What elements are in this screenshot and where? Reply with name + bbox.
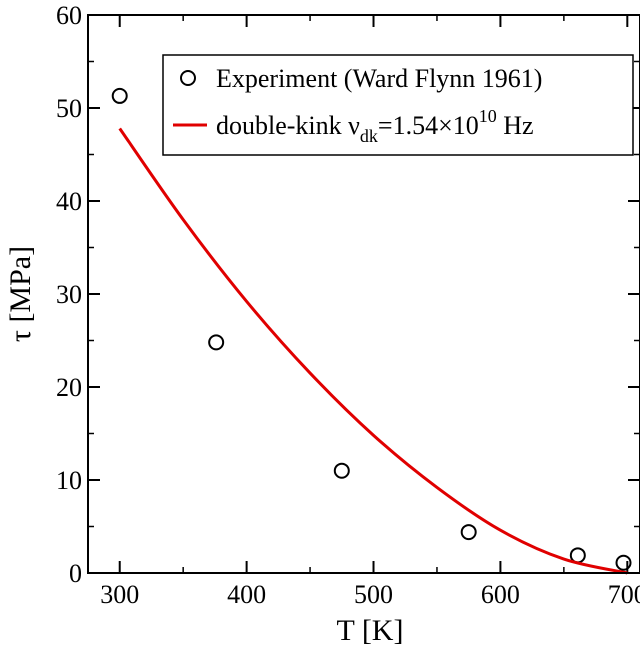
plot-frame bbox=[87, 14, 640, 574]
legend-box bbox=[162, 54, 634, 156]
legend-model-mid: =1.54×10 bbox=[378, 111, 479, 140]
data-point-experiment bbox=[111, 87, 128, 104]
y-axis-label: τ [MPa] bbox=[4, 246, 37, 342]
data-point-experiment bbox=[615, 554, 632, 571]
tick-labels: 300 400 500 600 700 0 10 20 30 40 50 60 bbox=[56, 1, 640, 609]
data-point-experiment bbox=[208, 334, 225, 351]
series-line-double-kink bbox=[118, 127, 628, 575]
x-tick-label: 400 bbox=[227, 580, 266, 609]
legend-model-suffix: Hz bbox=[497, 111, 534, 140]
y-tick-label: 40 bbox=[56, 187, 82, 216]
legend-model-superscript: 10 bbox=[479, 106, 497, 126]
legend-marker-experiment bbox=[180, 70, 196, 86]
legend-label-model: double-kink νdk=1.54×1010 Hz bbox=[216, 106, 534, 146]
series-layer bbox=[111, 87, 632, 575]
legend-model-subscript: dk bbox=[360, 126, 378, 146]
y-tick-label: 30 bbox=[56, 280, 82, 309]
x-tick-label: 700 bbox=[608, 580, 640, 609]
y-tick-label: 20 bbox=[56, 373, 82, 402]
data-point-experiment bbox=[333, 462, 350, 479]
y-tick-label: 60 bbox=[56, 1, 82, 30]
y-tick-label: 10 bbox=[56, 466, 82, 495]
legend: Experiment (Ward Flynn 1961) double-kink… bbox=[162, 54, 634, 156]
x-tick-label: 500 bbox=[354, 580, 393, 609]
legend-label-experiment: Experiment (Ward Flynn 1961) bbox=[216, 64, 542, 93]
x-axis-label: T [K] bbox=[337, 614, 404, 645]
x-tick-label: 600 bbox=[481, 580, 520, 609]
y-tick-label: 50 bbox=[56, 94, 82, 123]
y-tick-label: 0 bbox=[69, 559, 82, 588]
data-point-experiment bbox=[460, 524, 477, 541]
legend-model-prefix: double-kink ν bbox=[216, 111, 360, 140]
x-tick-label: 300 bbox=[100, 580, 139, 609]
